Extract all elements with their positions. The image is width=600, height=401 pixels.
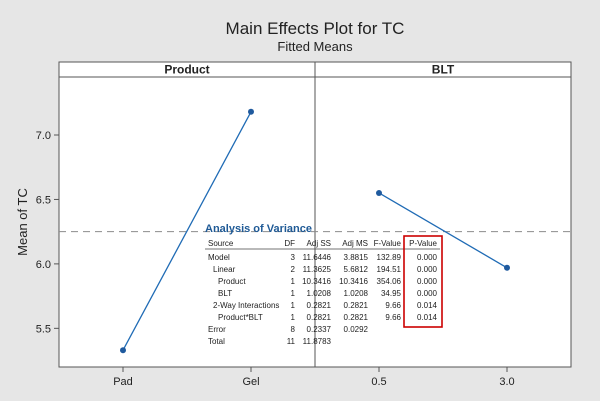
anova-cell: 0.2821 [307, 313, 332, 322]
anova-cell: Error [208, 325, 226, 334]
anova-cell: 11.8783 [303, 337, 332, 346]
anova-header: DF [284, 239, 295, 248]
pvalue-highlight-box [403, 235, 443, 328]
series-line-blt [378, 192, 508, 269]
anova-cell: 2 [291, 265, 296, 274]
chart-subtitle: Fitted Means [277, 39, 353, 54]
series-line-product [122, 111, 252, 351]
anova-cell: Product [218, 277, 246, 286]
anova-cell: 10.3416 [302, 277, 331, 286]
anova-header: Adj MS [342, 239, 368, 248]
anova-cell: 34.95 [381, 289, 402, 298]
anova-header: F-Value [374, 239, 402, 248]
x-tick-label: Gel [242, 376, 259, 388]
anova-cell: 0.000 [417, 289, 438, 298]
anova-cell: 0.2337 [307, 325, 332, 334]
data-point [248, 108, 254, 115]
chart-title: Main Effects Plot for TC [226, 19, 405, 38]
y-tick-label: 7.0 [36, 130, 51, 142]
anova-cell: Product*BLT [218, 313, 263, 322]
y-axis-label: Mean of TC [15, 188, 30, 256]
anova-cell: 0.2821 [307, 301, 332, 310]
anova-cell: 0.014 [417, 301, 438, 310]
anova-cell: 0.000 [417, 253, 438, 262]
anova-cell: 8 [291, 325, 296, 334]
anova-cell: 194.51 [377, 265, 402, 274]
anova-cell: 1.0208 [307, 289, 332, 298]
anova-cell: 11.3625 [303, 265, 332, 274]
data-point [376, 190, 382, 196]
anova-cell: 1 [291, 313, 296, 322]
anova-cell: Model [208, 253, 230, 262]
anova-cell: 1 [291, 277, 296, 286]
anova-cell: 0.2821 [344, 313, 369, 322]
panel-label-product: Product [164, 63, 209, 77]
anova-cell: 0.000 [417, 265, 438, 274]
anova-cell: Total [208, 337, 225, 346]
data-point [120, 347, 126, 354]
y-tick-label: 6.5 [36, 194, 51, 206]
anova-cell: 0.000 [417, 277, 438, 286]
anova-cell: 5.6812 [344, 265, 369, 274]
x-tick-label: 3.0 [499, 376, 514, 388]
anova-cell: 132.89 [377, 253, 402, 262]
x-tick-label: Pad [113, 376, 133, 388]
y-tick-label: 6.0 [36, 259, 51, 271]
anova-cell: 2-Way Interactions [213, 301, 279, 310]
anova-cell: 1.0208 [344, 289, 369, 298]
anova-cell: 0.2821 [344, 301, 369, 310]
anova-cell: 11.6446 [303, 253, 332, 262]
anova-cell: 0.014 [417, 313, 438, 322]
anova-cell: 9.66 [385, 313, 401, 322]
anova-cell: 10.3416 [339, 277, 368, 286]
anova-cell: 0.0292 [344, 325, 369, 334]
anova-cell: 3.8815 [344, 253, 369, 262]
anova-header: P-Value [409, 239, 437, 248]
anova-title: Analysis of Variance [205, 223, 312, 235]
anova-cell: 3 [291, 253, 296, 262]
x-tick-label: 0.5 [371, 376, 386, 388]
chart-root: 5.5 6.0 6.5 7.0 Product Pad Gel BLT 0.5 3.0 Analys… [36, 61, 572, 388]
anova-cell: 1 [291, 289, 296, 298]
y-tick-label: 5.5 [36, 323, 51, 335]
anova-cell: 9.66 [385, 301, 401, 310]
anova-cell: 1 [291, 301, 296, 310]
anova-header: Source [208, 239, 234, 248]
anova-cell: 354.06 [377, 277, 402, 286]
anova-cell: 11 [287, 337, 296, 346]
anova-cell: BLT [218, 289, 232, 298]
anova-header: Adj SS [307, 239, 331, 248]
data-point [504, 264, 510, 271]
panel-label-blt: BLT [432, 63, 455, 77]
anova-cell: Linear [213, 265, 236, 274]
